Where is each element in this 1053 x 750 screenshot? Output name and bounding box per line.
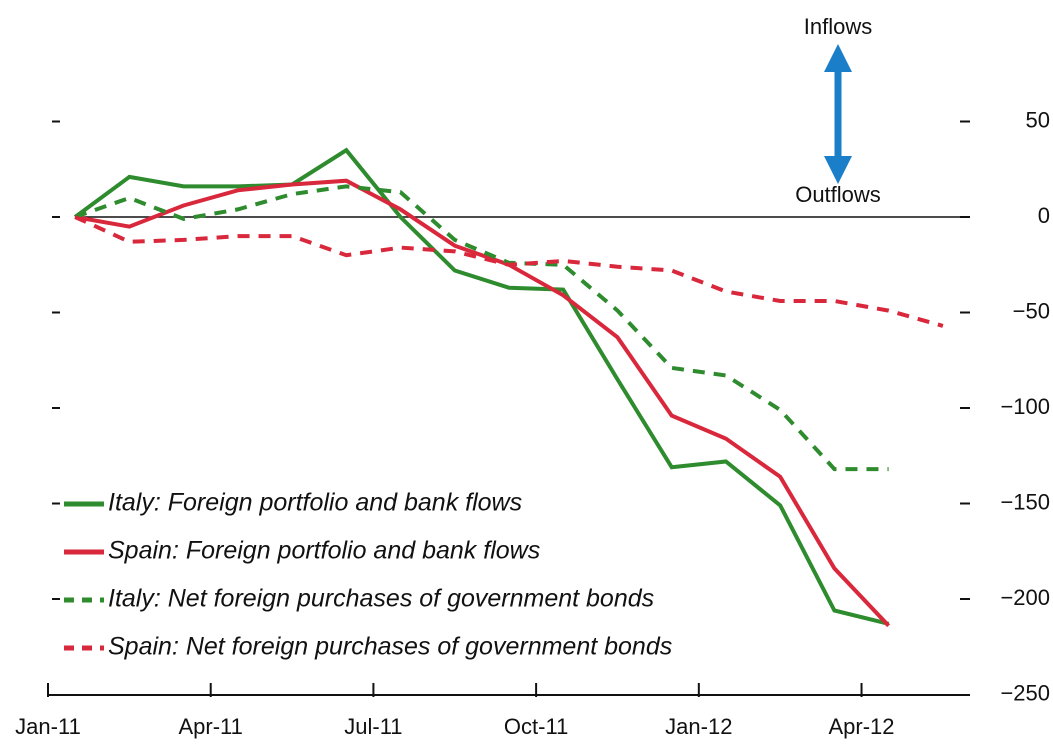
series-line [74, 178, 891, 628]
y-tick-label: −50 [1013, 298, 1050, 323]
x-tick-label: Oct-11 [504, 714, 568, 739]
y-tick-label: −150 [1000, 489, 1050, 514]
series-line [73, 147, 890, 626]
x-tick-label: Jul-11 [344, 714, 402, 739]
y-tick-label: −100 [1000, 394, 1050, 419]
y-tick-label: 0 [1038, 203, 1050, 228]
annotation: Inflows [804, 14, 872, 39]
x-tick-label: Apr-12 [829, 714, 895, 739]
x-tick-label: Jan-12 [665, 714, 732, 739]
y-tick-label: 50 [1026, 107, 1050, 132]
legend-label: Italy: Net foreign purchases of governme… [108, 585, 654, 613]
legend-label: Italy: Foreign portfolio and bank flows [108, 489, 522, 517]
series-line [74, 215, 944, 328]
legend-label: Spain: Net foreign purchases of governme… [108, 633, 672, 661]
x-tick-label: Apr-11 [179, 714, 243, 739]
legend-label: Spain: Foreign portfolio and bank flows [108, 537, 540, 565]
annotation: Outflows [795, 182, 881, 207]
series-line [74, 184, 889, 472]
y-tick-label: −250 [1000, 680, 1050, 705]
x-tick-label: Jan-11 [15, 714, 81, 739]
y-tick-label: −200 [1000, 585, 1050, 610]
